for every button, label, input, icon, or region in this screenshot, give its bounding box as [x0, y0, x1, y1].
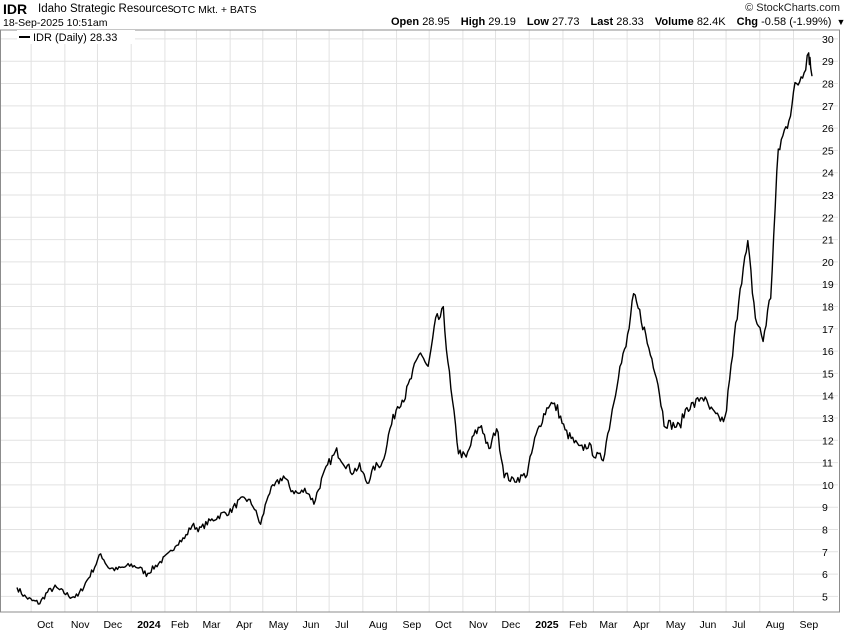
quote-summary: Open 28.95 High 29.19 Low 27.73 Last 28.… [391, 16, 845, 28]
volume-label: Volume [654, 16, 694, 28]
open-label: Open [391, 16, 420, 28]
volume-value: 82.4K [696, 16, 726, 28]
y-tick-label: 25 [822, 145, 834, 157]
x-tick-label: Mar [599, 619, 618, 631]
chart-header: IDR Idaho Strategic Resources OTC Mkt. +… [0, 0, 850, 30]
x-tick-label: Oct [37, 619, 53, 631]
y-tick-label: 17 [822, 324, 834, 336]
y-tick-label: 21 [822, 235, 834, 247]
y-tick-label: 18 [822, 302, 834, 314]
x-tick-label: Sep [403, 619, 422, 631]
x-tick-label: Mar [202, 619, 221, 631]
x-tick-label: Aug [766, 619, 785, 631]
y-tick-label: 12 [822, 435, 834, 447]
x-tick-label: Apr [236, 619, 253, 631]
y-tick-label: 5 [822, 591, 828, 603]
y-tick-label: 14 [822, 391, 834, 403]
y-tick-label: 29 [822, 56, 834, 68]
chg-label: Chg [736, 16, 759, 28]
open-value: 28.95 [422, 16, 450, 28]
x-tick-label: Nov [469, 619, 488, 631]
y-tick-label: 6 [822, 569, 828, 581]
y-tick-label: 19 [822, 279, 834, 291]
x-tick-label: May [666, 619, 687, 631]
x-tick-label: Aug [369, 619, 388, 631]
y-tick-label: 20 [822, 257, 834, 269]
x-tick-label: Feb [171, 619, 189, 631]
y-tick-label: 30 [822, 34, 834, 46]
x-axis: Oct Nov Dec 2024 Feb Mar Apr May Jun Jul Aug Sep Oct… [37, 619, 818, 631]
x-tick-label: Oct [435, 619, 451, 631]
y-tick-label: 11 [822, 458, 833, 470]
chart-grid [1, 30, 838, 612]
plot-frame [0, 29, 840, 613]
triangle-down-icon[interactable]: ▼ [836, 17, 846, 27]
series-line-idr [16, 52, 813, 605]
x-tick-label: Jun [699, 619, 716, 631]
x-tick-label: Dec [103, 619, 122, 631]
y-tick-label: 24 [822, 168, 834, 180]
chart-legend: IDR (Daily) 28.33 [17, 30, 135, 44]
x-tick-label: Jul [335, 619, 348, 631]
y-tick-label: 23 [822, 190, 834, 202]
y-tick-label: 9 [822, 502, 828, 514]
y-tick-label: 16 [822, 346, 834, 358]
y-axis: 5 6 7 8 9 10 11 12 13 14 15 16 17 18 19 20 21 22 23 24 25 26 2… [822, 34, 834, 603]
company-name: Idaho Strategic Resources [38, 3, 174, 15]
y-tick-label: 27 [822, 101, 834, 113]
y-tick-label: 22 [822, 212, 834, 224]
y-tick-label: 15 [822, 368, 834, 380]
x-tick-label: May [269, 619, 290, 631]
y-tick-label: 28 [822, 79, 834, 91]
ticker-symbol: IDR [3, 1, 28, 17]
x-tick-label: Sep [800, 619, 819, 631]
x-tick-label: Jul [732, 619, 745, 631]
y-tick-label: 8 [822, 524, 828, 536]
y-tick-label: 7 [822, 547, 828, 559]
low-label: Low [526, 16, 549, 28]
last-value: 28.33 [616, 16, 644, 28]
legend-box [17, 30, 135, 44]
high-value: 29.19 [488, 16, 516, 28]
chg-value: -0.58 (-1.99%) [761, 16, 832, 28]
y-tick-label: 13 [822, 413, 834, 425]
x-tick-label: 2024 [137, 619, 161, 631]
last-label: Last [590, 16, 614, 28]
y-tick-label: 10 [822, 480, 834, 492]
quote-datetime: 18-Sep-2025 10:51am [3, 17, 108, 29]
y-tick-label: 26 [822, 123, 834, 135]
x-tick-label: Nov [71, 619, 90, 631]
x-tick-label: Dec [502, 619, 521, 631]
x-tick-label: Apr [633, 619, 650, 631]
x-tick-label: Jun [303, 619, 320, 631]
high-label: High [460, 16, 486, 28]
exchange-label: OTC Mkt. + BATS [173, 4, 257, 16]
copyright-notice: © StockCharts.com [745, 2, 840, 14]
x-tick-label: 2025 [535, 619, 559, 631]
legend-label: IDR (Daily) 28.33 [33, 32, 117, 44]
low-value: 27.73 [551, 16, 580, 28]
x-tick-label: Feb [569, 619, 587, 631]
